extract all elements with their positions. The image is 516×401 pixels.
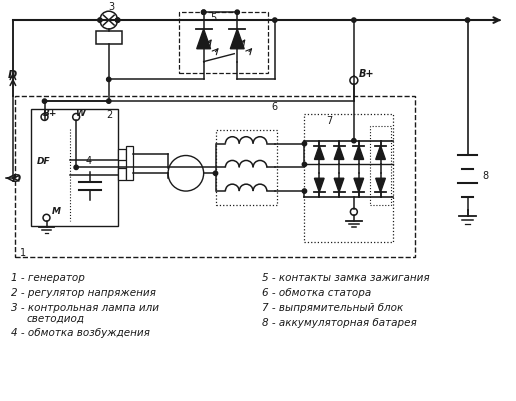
Circle shape bbox=[107, 100, 111, 104]
Bar bbox=[118, 169, 125, 181]
Circle shape bbox=[201, 11, 206, 15]
Text: 7: 7 bbox=[326, 115, 332, 126]
Text: 6: 6 bbox=[272, 102, 278, 112]
Text: 6 - обмотка статора: 6 - обмотка статора bbox=[262, 287, 371, 297]
Text: B+: B+ bbox=[359, 69, 374, 79]
Circle shape bbox=[98, 19, 102, 23]
Polygon shape bbox=[314, 179, 324, 192]
Polygon shape bbox=[197, 30, 211, 50]
Bar bbox=[304, 115, 393, 243]
Circle shape bbox=[465, 19, 470, 23]
Bar bbox=[369, 127, 392, 205]
Polygon shape bbox=[334, 179, 344, 192]
Polygon shape bbox=[354, 146, 364, 160]
Text: D: D bbox=[8, 70, 17, 80]
Polygon shape bbox=[334, 146, 344, 160]
Circle shape bbox=[74, 166, 78, 170]
Bar bbox=[216, 130, 277, 205]
Polygon shape bbox=[230, 30, 244, 50]
Text: B+: B+ bbox=[42, 108, 57, 117]
Bar bbox=[179, 13, 268, 74]
Text: 5: 5 bbox=[211, 13, 217, 23]
Circle shape bbox=[201, 11, 206, 15]
Circle shape bbox=[302, 189, 307, 194]
Text: 7 - выпрямительный блок: 7 - выпрямительный блок bbox=[262, 302, 403, 312]
Polygon shape bbox=[354, 179, 364, 192]
Polygon shape bbox=[314, 146, 324, 160]
Polygon shape bbox=[376, 146, 385, 160]
Circle shape bbox=[302, 142, 307, 146]
Text: 2 - регулятор напряжения: 2 - регулятор напряжения bbox=[11, 287, 156, 297]
Circle shape bbox=[42, 100, 47, 104]
Text: W: W bbox=[75, 108, 85, 117]
Text: 1 - генератор: 1 - генератор bbox=[11, 272, 85, 282]
Text: 1: 1 bbox=[20, 248, 26, 258]
Text: 2: 2 bbox=[106, 110, 112, 119]
Bar bbox=[118, 149, 125, 161]
Circle shape bbox=[235, 11, 239, 15]
Text: 4 - обмотка возбуждения: 4 - обмотка возбуждения bbox=[11, 328, 150, 338]
Text: 5 - контакты замка зажигания: 5 - контакты замка зажигания bbox=[262, 272, 430, 282]
Text: 4: 4 bbox=[86, 156, 92, 166]
Circle shape bbox=[116, 19, 120, 23]
Circle shape bbox=[272, 19, 277, 23]
Text: 8: 8 bbox=[482, 171, 489, 181]
Circle shape bbox=[116, 19, 120, 23]
Bar bbox=[15, 97, 415, 258]
Bar bbox=[30, 110, 118, 226]
Text: D: D bbox=[12, 174, 22, 184]
Circle shape bbox=[302, 163, 307, 167]
Text: 8 - аккумуляторная батарея: 8 - аккумуляторная батарея bbox=[262, 317, 417, 327]
Text: светодиод: светодиод bbox=[27, 313, 85, 323]
Circle shape bbox=[213, 172, 218, 176]
Polygon shape bbox=[376, 179, 385, 192]
Circle shape bbox=[107, 78, 111, 82]
Circle shape bbox=[352, 139, 356, 144]
Bar bbox=[96, 32, 122, 45]
Text: 3: 3 bbox=[109, 2, 115, 12]
Text: DF: DF bbox=[37, 156, 50, 166]
Text: 3 - контрольная лампа или: 3 - контрольная лампа или bbox=[11, 302, 159, 312]
Circle shape bbox=[352, 19, 356, 23]
Bar bbox=[125, 146, 134, 181]
Text: M: M bbox=[52, 207, 60, 216]
